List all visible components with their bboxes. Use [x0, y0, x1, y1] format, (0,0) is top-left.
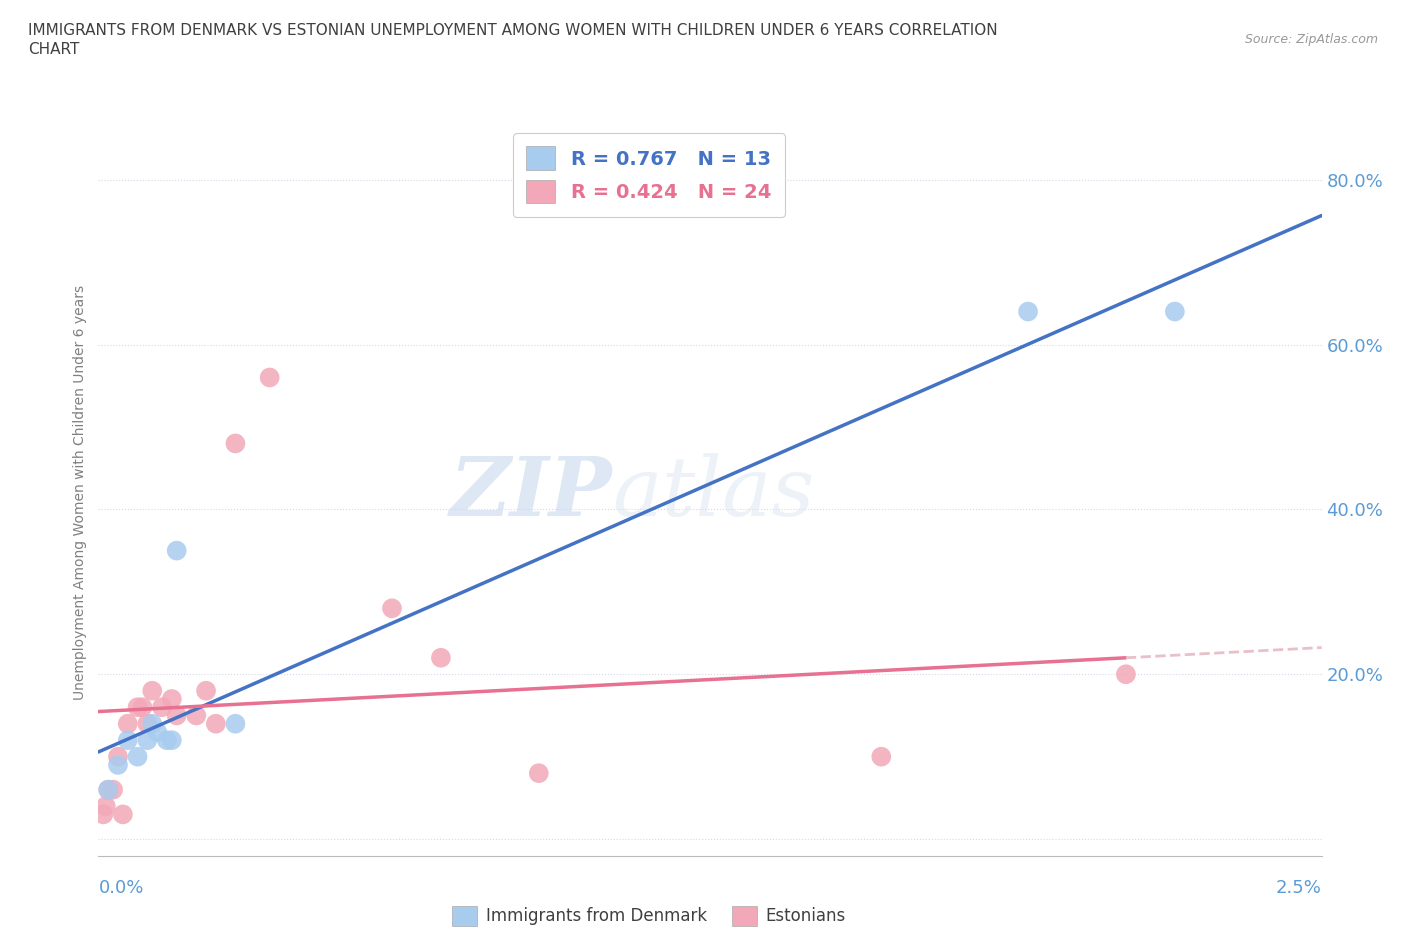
Point: [259, 370, 281, 385]
Text: ZIP: ZIP: [450, 453, 612, 533]
Point: [127, 750, 149, 764]
Point: [97, 782, 120, 797]
Point: [156, 733, 179, 748]
Legend: Immigrants from Denmark, Estonians: Immigrants from Denmark, Estonians: [444, 897, 853, 930]
Y-axis label: Unemployment Among Women with Children Under 6 years: Unemployment Among Women with Children U…: [73, 286, 87, 700]
Text: IMMIGRANTS FROM DENMARK VS ESTONIAN UNEMPLOYMENT AMONG WOMEN WITH CHILDREN UNDER: IMMIGRANTS FROM DENMARK VS ESTONIAN UNEM…: [28, 23, 998, 38]
Point: [117, 733, 139, 748]
Point: [141, 684, 163, 698]
Point: [94, 799, 117, 814]
Point: [136, 733, 159, 748]
Point: [1115, 667, 1137, 682]
Point: [111, 807, 134, 822]
Point: [107, 750, 129, 764]
Text: atlas: atlas: [612, 453, 814, 533]
Point: [430, 650, 453, 665]
Point: [870, 750, 893, 764]
Text: Source: ZipAtlas.com: Source: ZipAtlas.com: [1244, 33, 1378, 46]
Point: [97, 782, 120, 797]
Point: [91, 807, 114, 822]
Text: 2.5%: 2.5%: [1275, 879, 1322, 897]
Point: [186, 708, 208, 723]
Point: [1017, 304, 1039, 319]
Point: [195, 684, 218, 698]
Point: [127, 699, 149, 714]
Point: [224, 436, 246, 451]
Point: [131, 699, 153, 714]
Point: [205, 716, 228, 731]
Point: [527, 765, 550, 780]
Point: [1164, 304, 1187, 319]
Point: [160, 733, 183, 748]
Point: [101, 782, 124, 797]
Point: [166, 708, 188, 723]
Point: [160, 692, 183, 707]
Point: [141, 716, 163, 731]
Point: [107, 757, 129, 772]
Point: [381, 601, 404, 616]
Text: 0.0%: 0.0%: [98, 879, 143, 897]
Point: [136, 716, 159, 731]
Point: [224, 716, 246, 731]
Point: [146, 724, 169, 739]
Point: [117, 716, 139, 731]
Point: [150, 699, 173, 714]
Text: CHART: CHART: [28, 42, 80, 57]
Point: [166, 543, 188, 558]
